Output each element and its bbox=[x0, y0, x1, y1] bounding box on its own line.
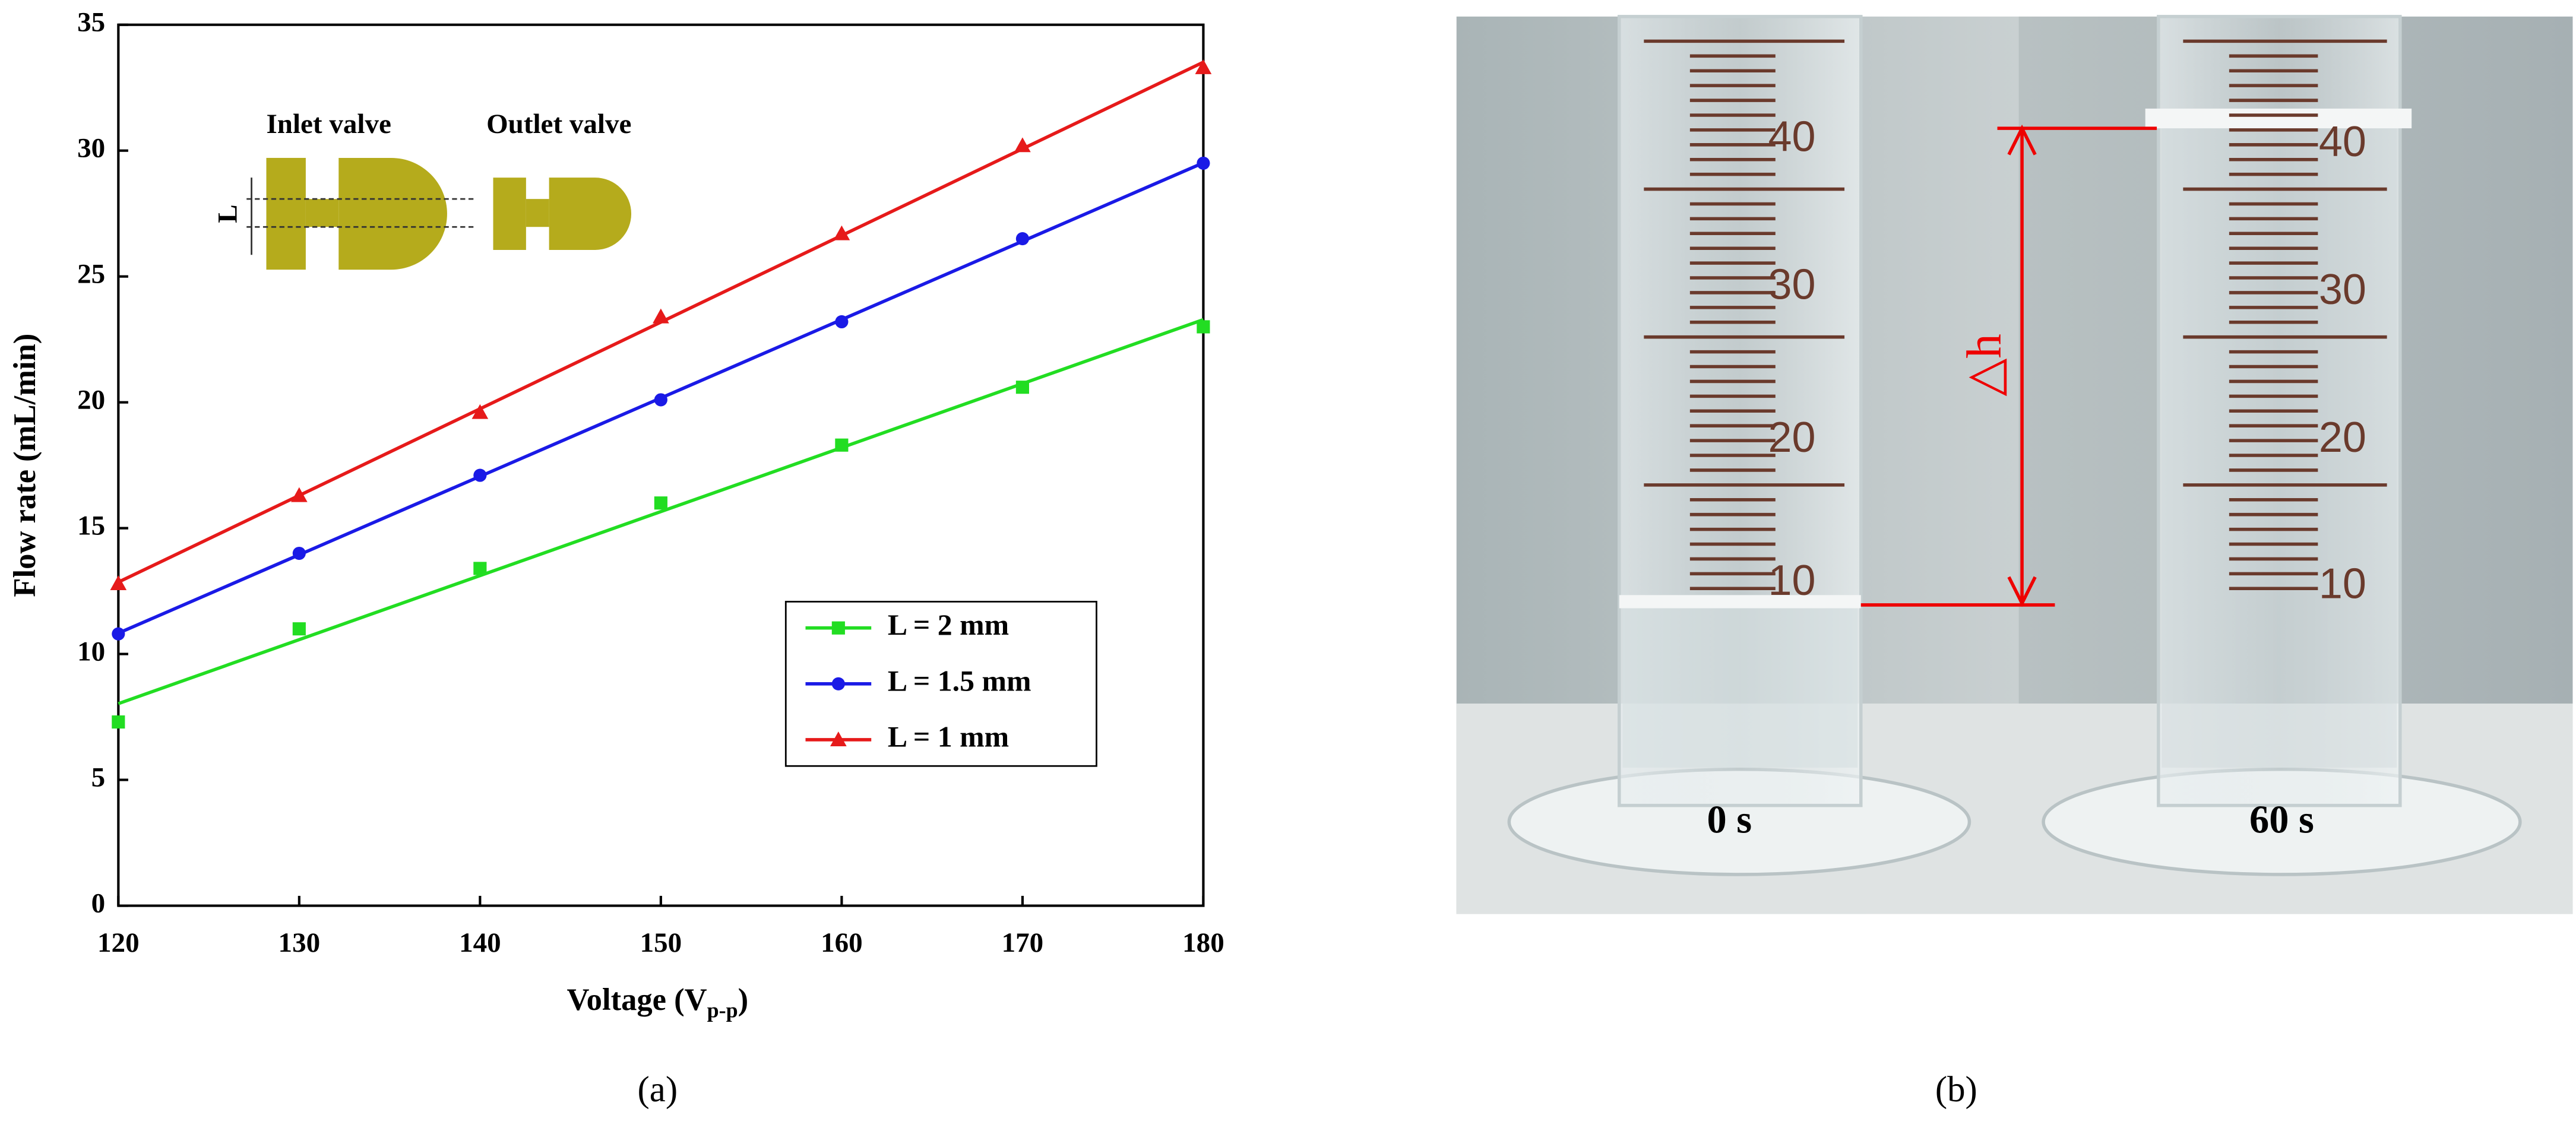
marker bbox=[1197, 320, 1210, 334]
scale-label: 20 bbox=[1768, 414, 1815, 461]
inset-label: Outlet valve bbox=[486, 109, 631, 140]
scale-label: 10 bbox=[2319, 560, 2366, 608]
marker bbox=[471, 404, 489, 419]
marker bbox=[653, 308, 669, 324]
panel-label: (b) bbox=[1935, 1070, 1977, 1110]
marker bbox=[112, 715, 125, 729]
marker bbox=[830, 731, 847, 747]
y-tick-label: 25 bbox=[77, 258, 105, 289]
marker bbox=[831, 621, 845, 635]
x-axis-label-main: Voltage (V bbox=[567, 983, 707, 1017]
x-axis-label: Voltage (Vp-p) bbox=[567, 983, 749, 1022]
plot-frame bbox=[117, 23, 1205, 907]
y-tick-label: 15 bbox=[77, 510, 105, 541]
legend: L = 2 mm L = 1.5 mm L = 1 mm bbox=[805, 609, 1031, 753]
photo bbox=[1456, 15, 2573, 914]
x-axis-label-end: ) bbox=[738, 983, 749, 1017]
scale-label: 40 bbox=[1768, 113, 1815, 161]
x-tick-label: 140 bbox=[459, 927, 501, 958]
time-label: 60 s bbox=[2249, 798, 2314, 841]
marker bbox=[831, 677, 845, 690]
scale-labels: 40 30 20 10 40 30 20 10 bbox=[1768, 113, 2366, 608]
y-tick-label: 30 bbox=[77, 132, 105, 163]
marker bbox=[110, 575, 127, 590]
height-label: △h bbox=[1957, 334, 2011, 396]
marker bbox=[473, 562, 487, 575]
legend-label: L = 1.5 mm bbox=[888, 664, 1031, 697]
y-tick-label: 0 bbox=[91, 888, 106, 918]
x-tick-label: 130 bbox=[279, 927, 321, 958]
x-tick-label: 120 bbox=[97, 927, 140, 958]
x-tick-label: 180 bbox=[1182, 927, 1224, 958]
marker bbox=[654, 496, 667, 510]
scale-label: 30 bbox=[1768, 261, 1815, 309]
legend-label: L = 2 mm bbox=[888, 609, 1009, 641]
marker bbox=[833, 225, 850, 240]
x-axis-label-sub: p-p bbox=[707, 999, 738, 1022]
valve-diagram bbox=[246, 157, 632, 270]
marker bbox=[473, 468, 487, 482]
y-tick-label: 5 bbox=[91, 762, 106, 793]
x-tick-label: 160 bbox=[821, 927, 863, 958]
scale-label: 10 bbox=[1768, 557, 1815, 604]
marker bbox=[1195, 59, 1212, 74]
marker bbox=[292, 622, 306, 636]
x-tick-label: 150 bbox=[640, 927, 682, 958]
y-tick-label: 10 bbox=[77, 636, 105, 667]
marker bbox=[835, 438, 849, 452]
marker bbox=[292, 546, 306, 560]
marker bbox=[835, 315, 849, 329]
y-tick-label: 35 bbox=[77, 7, 105, 38]
y-axis-label: Flow rate (mL/min) bbox=[8, 334, 42, 597]
legend-label: L = 1 mm bbox=[888, 720, 1009, 753]
marker bbox=[654, 393, 667, 407]
x-tick-label: 170 bbox=[1002, 927, 1044, 958]
scale-label: 30 bbox=[2319, 266, 2366, 313]
scale-label: 40 bbox=[2319, 118, 2366, 166]
inset-label: L bbox=[212, 204, 243, 223]
marker bbox=[1197, 156, 1210, 170]
plot: 0 5 10 15 20 25 30 35 120 130 140 150 160 170 180 bbox=[77, 7, 1224, 958]
marker bbox=[1015, 232, 1029, 246]
y-tick-label: 20 bbox=[77, 384, 105, 415]
time-label: 0 s bbox=[1707, 798, 1752, 841]
scale-label: 20 bbox=[2319, 414, 2366, 461]
inset-label: Inlet valve bbox=[266, 109, 391, 140]
marker bbox=[290, 487, 308, 502]
panel-label: (a) bbox=[638, 1070, 678, 1110]
marker bbox=[1014, 137, 1031, 153]
marker bbox=[112, 627, 125, 641]
marker bbox=[1015, 381, 1029, 394]
